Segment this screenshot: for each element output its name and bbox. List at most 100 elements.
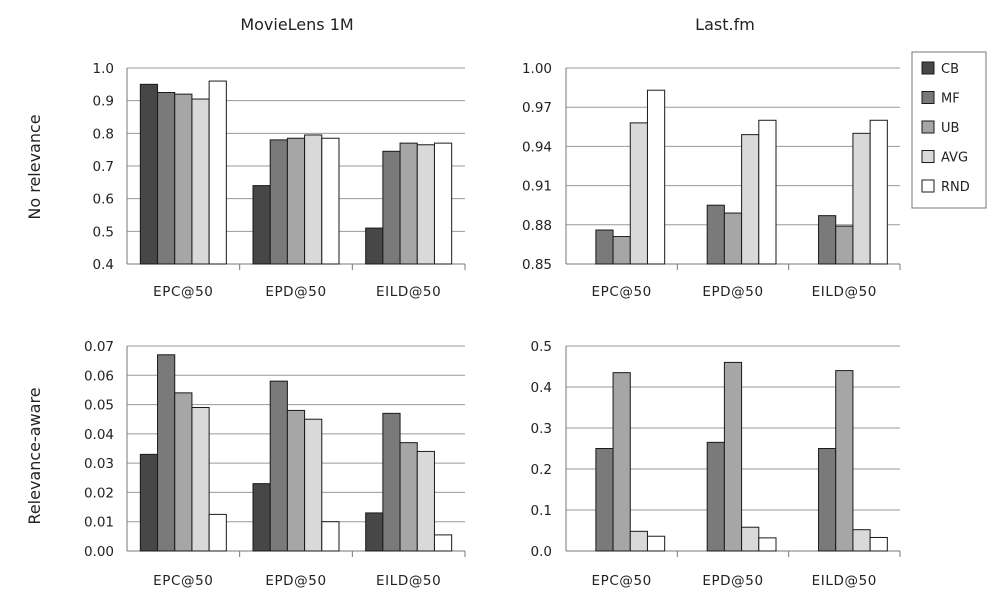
bar-avg-eild-at-50 bbox=[416, 144, 435, 265]
bar-rnd-eild-at-50 bbox=[433, 142, 453, 265]
bar-mf-epc-at-50 bbox=[157, 354, 176, 552]
category-label: EPD@50 bbox=[265, 573, 326, 589]
category-label: EILD@50 bbox=[376, 573, 441, 589]
bar-avg-epd-at-50 bbox=[304, 418, 323, 552]
legend-swatch-avg bbox=[921, 150, 935, 163]
bar-ub-eild-at-50 bbox=[835, 370, 854, 552]
category-label: EPC@50 bbox=[153, 284, 213, 300]
bar-rnd-eild-at-50 bbox=[869, 119, 888, 265]
y-tick-label: 0.00 bbox=[84, 544, 114, 560]
bar-mf-epc-at-50 bbox=[157, 92, 176, 265]
legend-label-avg: AVG bbox=[941, 151, 968, 166]
y-tick-label: 0.94 bbox=[522, 139, 552, 155]
y-tick-label: 0.07 bbox=[84, 339, 114, 355]
category-label: EILD@50 bbox=[812, 284, 877, 300]
y-tick-label: 0.0 bbox=[531, 544, 552, 560]
bar-avg-epd-at-50 bbox=[741, 134, 760, 265]
bar-rnd-eild-at-50 bbox=[433, 534, 453, 552]
bar-rnd-epd-at-50 bbox=[321, 137, 340, 265]
legend: CB MF UB AVG RND bbox=[911, 51, 987, 209]
category-label: EPD@50 bbox=[265, 284, 326, 300]
bar-ub-epc-at-50 bbox=[612, 236, 631, 265]
chart-lastfm-no-relevance: 0.85 0.88 0.91 0.94 0.97 1.00 EPC@50 EPD@50 EILD… bbox=[522, 61, 901, 300]
y-tick-label: 0.3 bbox=[531, 421, 552, 437]
bar-cb-epd-at-50 bbox=[252, 483, 271, 552]
row-label-no-relevance: No relevance bbox=[25, 114, 44, 219]
bar-avg-epc-at-50 bbox=[629, 530, 648, 552]
legend-swatch-ub bbox=[921, 120, 935, 134]
y-tick-label: 0.9 bbox=[93, 94, 114, 110]
bar-rnd-epc-at-50 bbox=[208, 80, 227, 265]
y-tick-label: 0.97 bbox=[522, 100, 552, 116]
bar-rnd-epc-at-50 bbox=[646, 89, 666, 265]
y-tick-label: 0.02 bbox=[84, 485, 114, 501]
y-tick-label: 1.00 bbox=[522, 61, 552, 77]
y-tick-label: 0.6 bbox=[93, 192, 114, 208]
y-tick-label: 0.8 bbox=[93, 126, 114, 142]
bar-ub-epc-at-50 bbox=[612, 372, 631, 552]
bar-avg-eild-at-50 bbox=[416, 450, 435, 552]
bar-avg-epc-at-50 bbox=[191, 407, 210, 552]
y-tick-label: 0.03 bbox=[84, 456, 114, 472]
bar-cb-epc-at-50 bbox=[139, 83, 159, 265]
y-tick-label: 0.85 bbox=[522, 257, 552, 273]
y-tick-label: 0.05 bbox=[84, 398, 114, 414]
bar-ub-epd-at-50 bbox=[286, 137, 306, 265]
bar-rnd-epc-at-50 bbox=[208, 513, 227, 552]
bar-cb-epd-at-50 bbox=[252, 185, 271, 265]
category-label: EPC@50 bbox=[591, 573, 651, 589]
chart-movielens-no-relevance: 0.4 0.5 0.6 0.7 0.8 0.9 1.0 EPC@50 EPD@50 EILD@50 bbox=[93, 61, 466, 300]
category-label: EILD@50 bbox=[812, 573, 877, 589]
bar-avg-epc-at-50 bbox=[629, 122, 648, 265]
bar-mf-epc-at-50 bbox=[595, 229, 614, 265]
legend-swatch-rnd bbox=[921, 179, 935, 193]
y-tick-label: 0.4 bbox=[93, 257, 114, 273]
bar-cb-eild-at-50 bbox=[365, 512, 384, 552]
legend-label-mf: MF bbox=[941, 92, 960, 107]
category-label: EPC@50 bbox=[153, 573, 213, 589]
row-label-relevance-aware: Relevance-aware bbox=[25, 387, 44, 524]
bar-ub-epd-at-50 bbox=[286, 409, 306, 552]
legend-swatch-mf bbox=[921, 91, 935, 104]
bar-mf-epc-at-50 bbox=[595, 448, 614, 552]
bar-rnd-eild-at-50 bbox=[869, 536, 888, 552]
legend-label-ub: UB bbox=[941, 121, 959, 136]
y-tick-label: 0.7 bbox=[93, 159, 114, 175]
column-title-lastfm: Last.fm bbox=[695, 15, 755, 34]
category-label: EPD@50 bbox=[702, 573, 763, 589]
bar-mf-eild-at-50 bbox=[382, 150, 401, 265]
bar-ub-epd-at-50 bbox=[723, 212, 743, 265]
bar-avg-eild-at-50 bbox=[852, 132, 871, 265]
bar-mf-epd-at-50 bbox=[706, 441, 725, 552]
bar-ub-eild-at-50 bbox=[399, 142, 418, 265]
column-title-movielens: MovieLens 1M bbox=[240, 15, 353, 34]
legend-label-cb: CB bbox=[941, 62, 959, 77]
bar-rnd-epd-at-50 bbox=[321, 521, 340, 552]
chart-movielens-relevance-aware: 0.00 0.01 0.02 0.03 0.04 0.05 0.06 0.07 EPC@50 EP… bbox=[84, 339, 466, 589]
bar-mf-eild-at-50 bbox=[818, 215, 837, 265]
bar-rnd-epd-at-50 bbox=[758, 537, 777, 552]
bar-avg-epd-at-50 bbox=[304, 134, 323, 265]
y-tick-label: 0.1 bbox=[531, 503, 552, 519]
bar-mf-epd-at-50 bbox=[269, 380, 288, 552]
y-tick-label: 0.88 bbox=[522, 218, 552, 234]
y-tick-label: 0.91 bbox=[522, 179, 552, 195]
y-tick-label: 1.0 bbox=[93, 61, 114, 77]
bar-ub-epc-at-50 bbox=[174, 392, 193, 552]
y-tick-label: 0.5 bbox=[531, 339, 552, 355]
bar-avg-epc-at-50 bbox=[191, 98, 210, 265]
bar-ub-eild-at-50 bbox=[835, 225, 854, 265]
chart-lastfm-relevance-aware: 0.0 0.1 0.2 0.3 0.4 0.5 EPC@50 EPD@50 EILD@50 bbox=[531, 339, 901, 589]
bar-cb-eild-at-50 bbox=[365, 227, 384, 265]
bar-cb-epc-at-50 bbox=[139, 453, 159, 552]
y-tick-label: 0.01 bbox=[84, 515, 114, 531]
bar-avg-eild-at-50 bbox=[852, 529, 871, 552]
y-tick-label: 0.5 bbox=[93, 224, 114, 240]
category-label: EPD@50 bbox=[702, 284, 763, 300]
bar-mf-epd-at-50 bbox=[706, 204, 725, 265]
bar-mf-eild-at-50 bbox=[382, 412, 401, 552]
bar-ub-eild-at-50 bbox=[399, 442, 418, 552]
bar-ub-epd-at-50 bbox=[723, 361, 743, 552]
legend-swatch-cb bbox=[921, 61, 935, 75]
chart-panels: 0.4 0.5 0.6 0.7 0.8 0.9 1.0 EPC@50 EPD@50 EILD@50… bbox=[84, 61, 901, 589]
